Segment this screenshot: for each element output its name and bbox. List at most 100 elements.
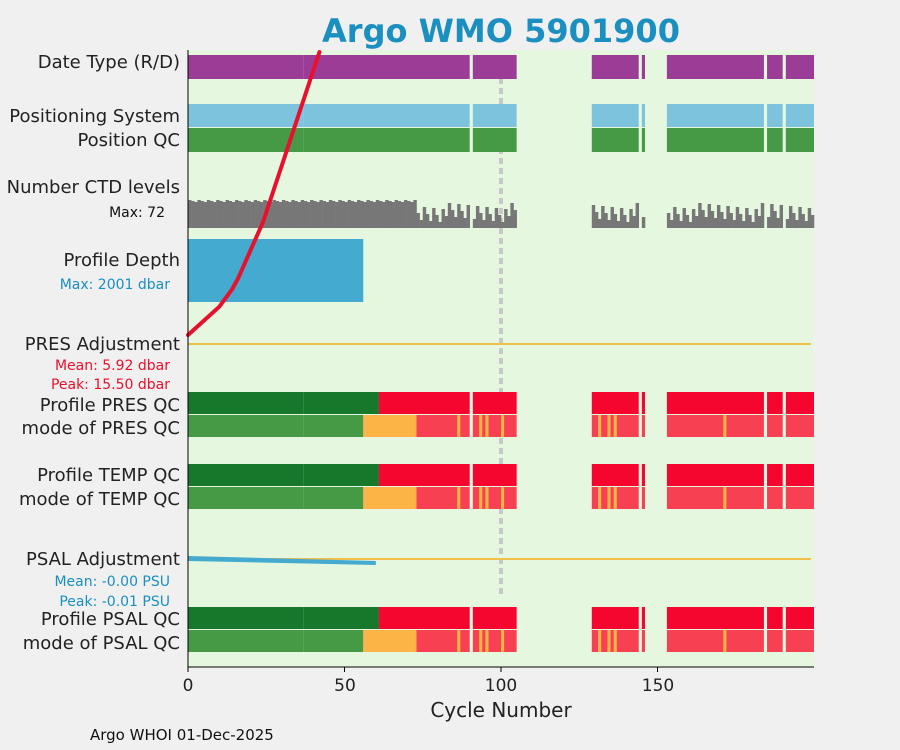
ctd-level-bar [429,221,433,228]
ctd-level-bar [441,209,445,228]
ctd-level-bar [513,210,517,228]
ctd-level-bar [810,215,815,228]
row-label-mode-psal-qc: mode of PSAL QC [22,633,180,654]
ctd-level-bar [457,204,461,228]
mode-qc-probable-tick [501,415,505,437]
date-type-bar [767,55,783,79]
row-label-positioning-system: Positioning System [9,106,180,127]
ctd-level-bar [704,217,708,228]
date-type-bar [188,55,304,79]
ctd-level-bar [303,201,308,228]
ctd-level-bar [795,220,799,228]
ctd-level-bar [397,201,402,228]
ctd-level-bar [269,202,273,228]
ctd-level-bar [601,206,605,228]
mode-qc-probable-tick [598,487,602,509]
mode-qc-probable-tick [457,415,461,437]
mode-qc-probable-tick [598,630,602,652]
ctd-level-bar [788,206,793,228]
ctd-level-bar [776,218,780,228]
ctd-level-bar [281,200,286,228]
mode-qc-bad-bar [767,487,783,509]
row-label-profile-depth: Profile Depth [63,250,180,271]
ctd-level-bar [444,216,449,228]
mode-qc-good-bar [188,415,304,437]
ctd-level-bar [306,202,311,228]
date-line [186,50,322,337]
ctd-level-bar [735,207,740,228]
ctd-level-bar [272,200,276,228]
ctd-level-bar [482,220,486,228]
profile-qc-bad-bar [641,392,645,414]
ctd-level-bar [310,200,314,228]
ctd-level-bar [604,213,608,228]
mode-qc-probable-tick [607,415,611,437]
ctd-level-bar [341,201,345,228]
ctd-level-bar [510,203,514,228]
profile-qc-bad-bar [378,392,417,414]
profile-qc-bad-bar [416,464,470,486]
ctd-level-bar [632,216,636,228]
mode-qc-bad-bar [785,487,814,509]
ctd-level-bar [454,217,458,228]
ctd-level-bar [253,200,258,228]
row-label-date-type: Date Type (R/D) [37,52,180,73]
profile-qc-good-bar [188,607,304,629]
position-qc-bar [472,128,517,152]
profile-qc-bad-bar [785,607,814,629]
ctd-level-bar [707,204,712,228]
ctd-level-bar [344,202,348,228]
ctd-level-bar [695,216,699,228]
ctd-level-bar [804,221,809,228]
positioning-bar [472,104,517,127]
ctd-level-bar [591,205,596,228]
ctd-level-bar [450,210,455,228]
row-label-profile-temp-qc: Profile TEMP QC [37,465,180,486]
profile-qc-bad-bar [767,607,783,629]
mode-qc-probable-tick [501,630,505,652]
ctd-level-bar [594,212,599,228]
ctd-level-bar [807,208,812,228]
profile-qc-bad-bar [472,392,517,414]
profile-qc-bad-bar [666,392,764,414]
profile-qc-bad-bar [378,607,417,629]
ctd-level-bar [475,206,480,228]
mode-qc-probable-tick [485,415,489,437]
profile-qc-bad-bar [666,607,764,629]
ctd-level-bar [422,207,427,228]
ctd-level-bar [259,202,264,228]
ctd-level-bar [685,215,690,228]
row-label-profile-psal-qc: Profile PSAL QC [40,609,180,630]
depth-max-label: Max: 2001 dbar [59,277,170,293]
position-qc-bar [188,128,304,152]
mode-qc-probable-tick [479,630,483,652]
ctd-level-bar [676,214,680,228]
profile-qc-bad-bar [785,464,814,486]
ctd-level-bar [435,215,439,228]
mode-qc-bad-bar [785,630,814,652]
ctd-level-bar [801,214,805,228]
ctd-level-bar [716,205,721,228]
ctd-level-bar [222,202,226,228]
mode-qc-probable-tick [457,487,461,509]
mode-qc-probable-bar [363,415,417,437]
position-qc-bar [641,128,645,152]
ctd-level-bar [191,201,195,228]
ctd-level-bar [616,221,621,228]
x-tick-label-150: 150 [641,676,675,696]
ctd-level-bar [501,222,505,228]
mode-qc-bad-bar [416,630,470,652]
ctd-level-bar [350,201,355,228]
ctd-level-bar [785,219,790,228]
ctd-level-bar [773,211,777,228]
ctd-level-bar [372,202,377,228]
ctd-level-bar [760,203,765,228]
profile-qc-bad-bar [591,607,639,629]
ctd-level-bar [338,200,342,228]
date-type-bar [641,55,645,79]
mode-qc-bad-bar [641,630,645,652]
mode-qc-probable-tick [501,487,505,509]
ctd-level-bar [698,203,702,228]
positioning-bar [188,104,304,127]
